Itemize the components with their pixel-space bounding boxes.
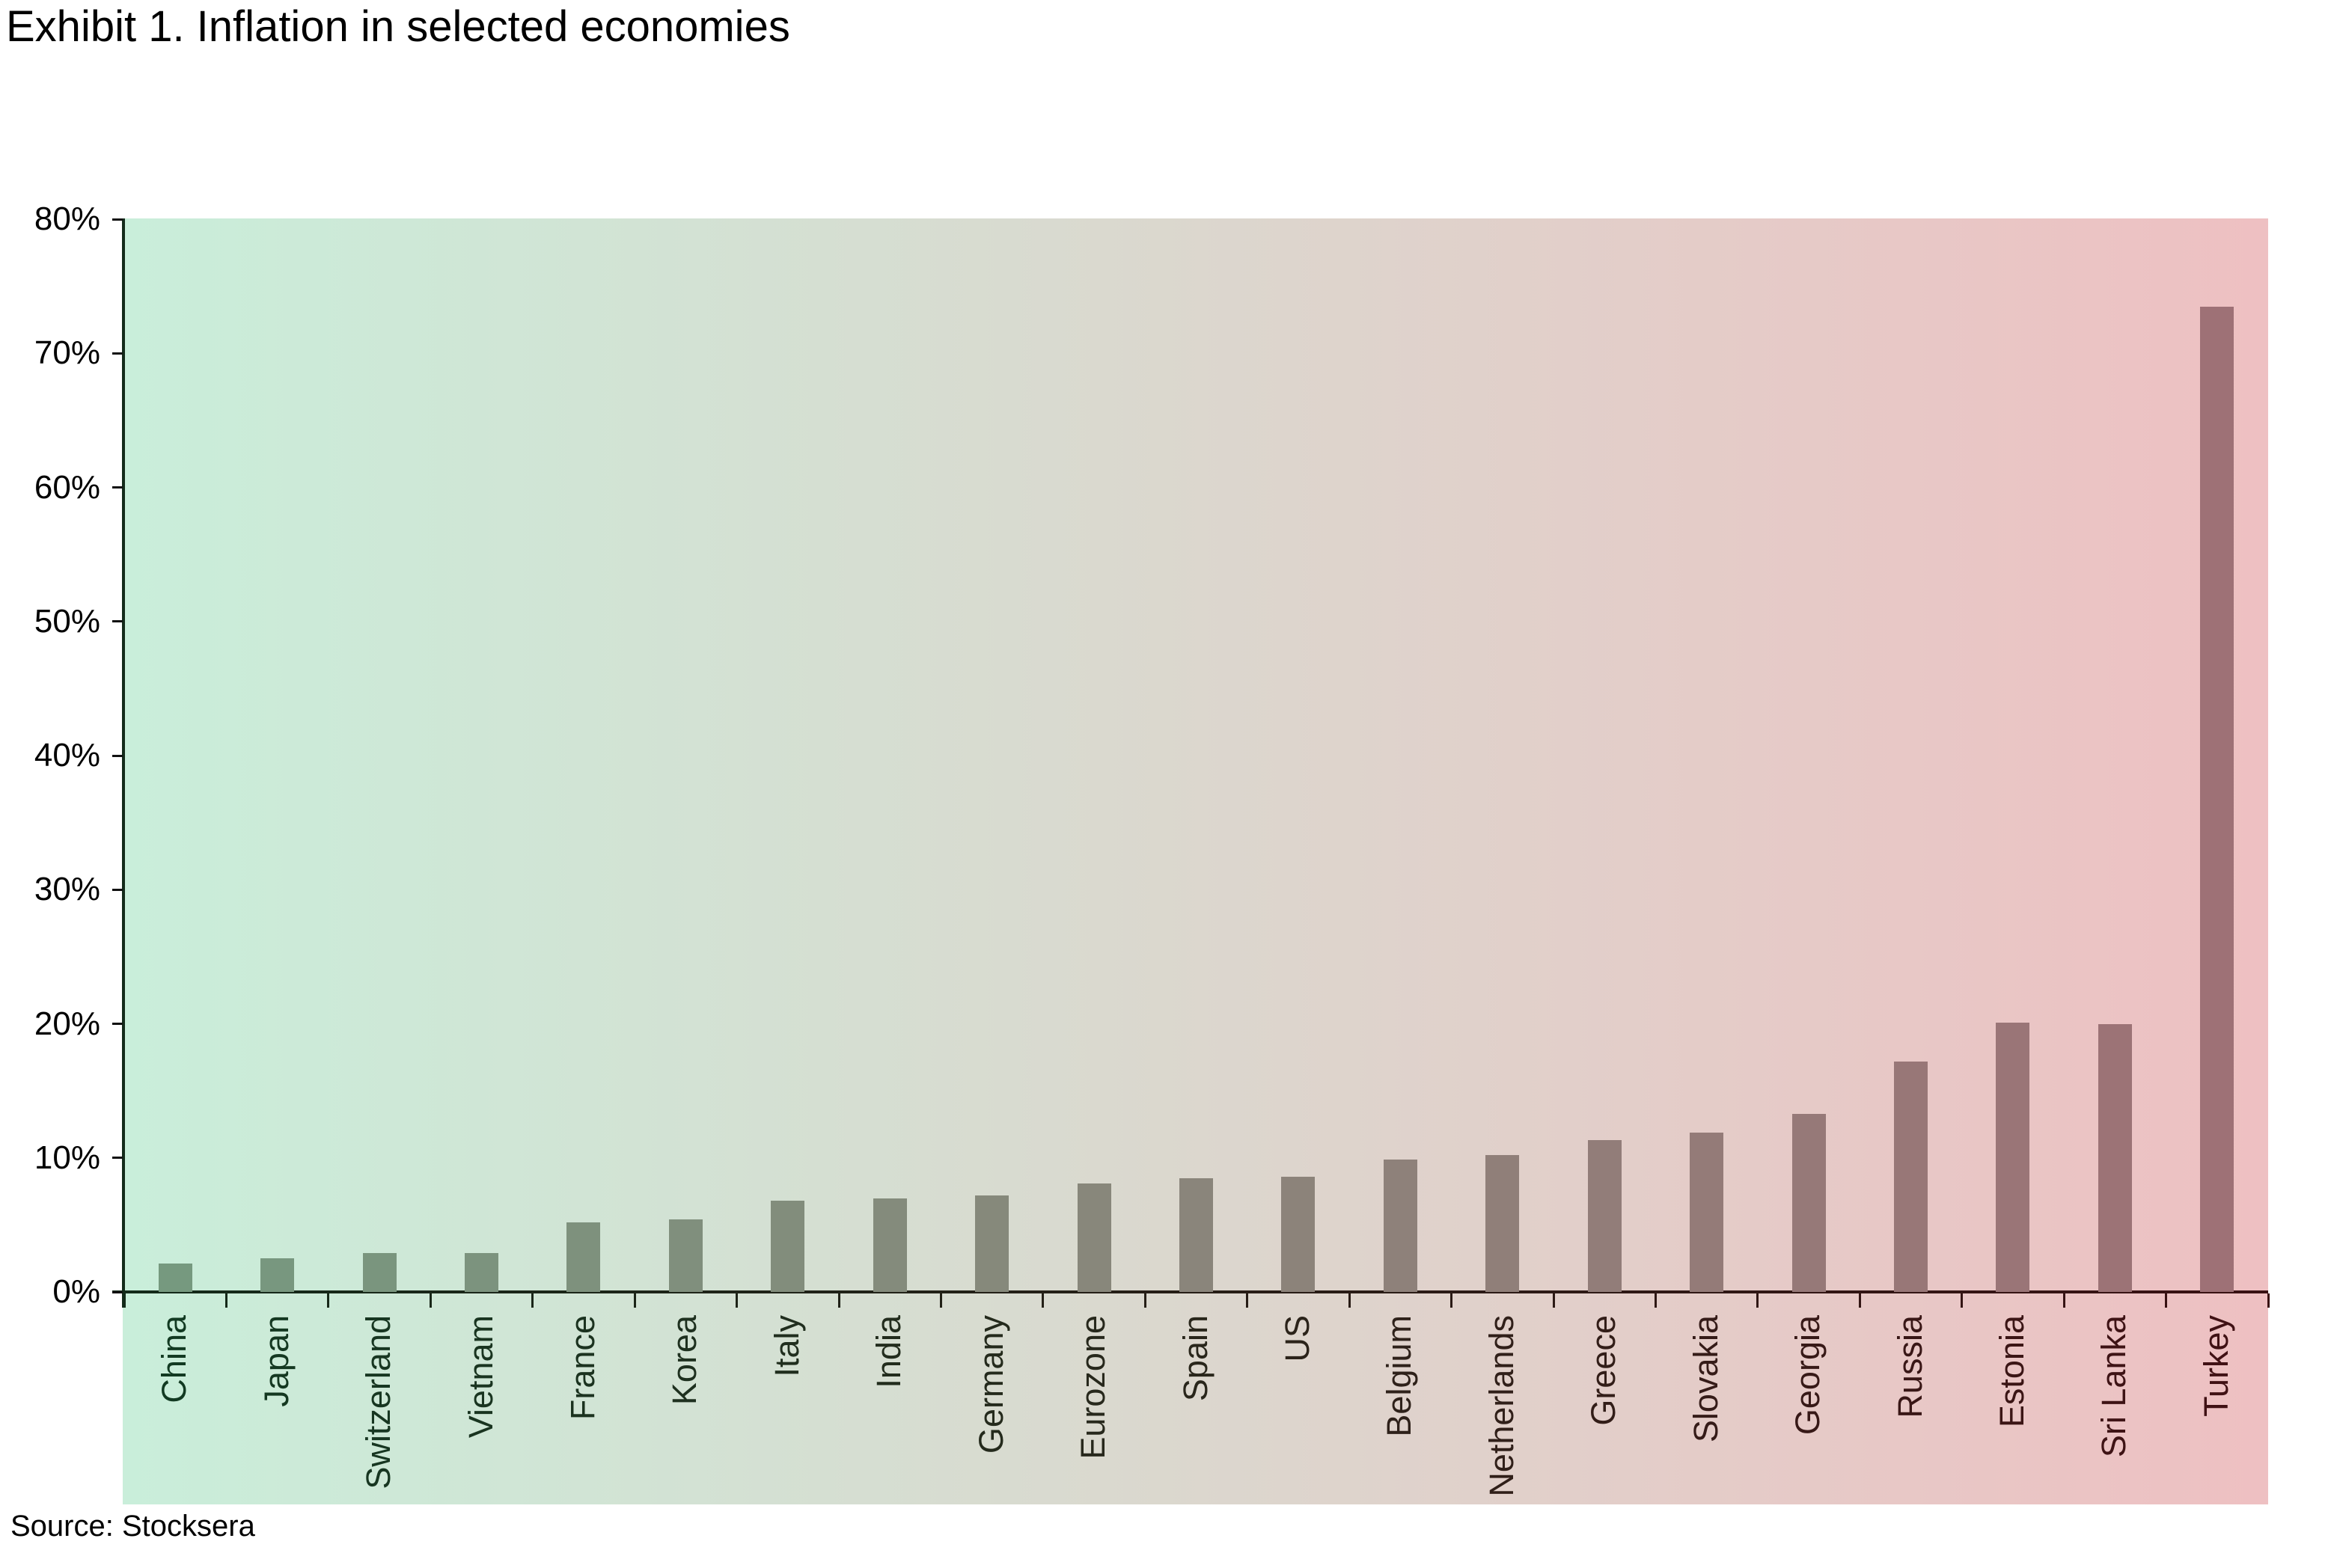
y-tick-label-30: 30%	[34, 871, 100, 908]
x-tick-3	[429, 1293, 432, 1308]
x-tick-20	[2165, 1293, 2168, 1308]
bar-italy	[771, 1201, 805, 1292]
x-label-vietnam: Vietnam	[461, 1315, 500, 1439]
y-tick-label-20: 20%	[34, 1005, 100, 1042]
y-tick-80	[112, 218, 123, 221]
x-tick-6	[736, 1293, 739, 1308]
x-tick-21	[2267, 1293, 2270, 1308]
y-tick-40	[112, 754, 123, 757]
x-label-india: India	[870, 1315, 908, 1388]
x-tick-17	[1858, 1293, 1861, 1308]
y-axis-line	[122, 218, 125, 1308]
bar-spain	[1179, 1177, 1213, 1292]
bars-layer	[124, 219, 2268, 1292]
bar-estonia	[1996, 1022, 2030, 1292]
x-label-georgia: Georgia	[1788, 1315, 1827, 1436]
x-label-japan: Japan	[257, 1315, 296, 1407]
y-tick-60	[112, 486, 123, 489]
x-tick-16	[1756, 1293, 1759, 1308]
bar-china	[158, 1264, 192, 1292]
bar-korea	[668, 1219, 703, 1292]
x-label-france: France	[563, 1315, 602, 1421]
x-label-spain: Spain	[1176, 1315, 1215, 1402]
y-tick-20	[112, 1023, 123, 1025]
bar-france	[566, 1222, 601, 1292]
x-label-greece: Greece	[1584, 1315, 1623, 1426]
bar-belgium	[1383, 1159, 1417, 1292]
x-label-sri-lanka: Sri Lanka	[2095, 1315, 2133, 1458]
bar-sri-lanka	[2098, 1023, 2132, 1292]
y-tick-50	[112, 620, 123, 623]
bar-india	[873, 1198, 907, 1292]
y-tick-70	[112, 352, 123, 355]
x-tick-12	[1348, 1293, 1351, 1308]
y-tick-label-0: 0%	[52, 1273, 100, 1310]
bar-netherlands	[1485, 1155, 1520, 1292]
y-tick-label-40: 40%	[34, 737, 100, 774]
y-tick-0	[112, 1290, 123, 1293]
y-tick-30	[112, 888, 123, 891]
x-label-switzerland: Switzerland	[359, 1315, 398, 1489]
y-tick-label-60: 60%	[34, 468, 100, 506]
bar-vietnam	[465, 1253, 498, 1292]
x-tick-0	[123, 1293, 126, 1308]
x-tick-11	[1246, 1293, 1249, 1308]
bar-georgia	[1791, 1113, 1826, 1292]
x-label-italy: Italy	[767, 1315, 806, 1377]
chart-title: Exhibit 1. Inflation in selected economi…	[6, 2, 790, 51]
x-label-belgium: Belgium	[1380, 1315, 1419, 1437]
bar-japan	[260, 1258, 295, 1292]
x-tick-19	[2062, 1293, 2065, 1308]
bar-slovakia	[1690, 1132, 1724, 1292]
y-tick-label-70: 70%	[34, 334, 100, 372]
bar-eurozone	[1077, 1183, 1111, 1292]
x-tick-7	[837, 1293, 840, 1308]
x-tick-4	[531, 1293, 534, 1308]
x-axis-line	[112, 1290, 2268, 1293]
source-note: Source: Stocksera	[10, 1510, 255, 1543]
y-tick-10	[112, 1157, 123, 1160]
y-tick-label-10: 10%	[34, 1139, 100, 1176]
x-label-china: China	[155, 1315, 194, 1403]
bar-greece	[1587, 1140, 1622, 1292]
bar-turkey	[2200, 306, 2234, 1292]
x-label-slovakia: Slovakia	[1686, 1315, 1725, 1443]
x-tick-18	[1961, 1293, 1964, 1308]
x-label-us: US	[1277, 1315, 1316, 1362]
x-label-germany: Germany	[971, 1315, 1010, 1454]
x-tick-1	[224, 1293, 227, 1308]
bar-germany	[975, 1195, 1009, 1292]
bar-switzerland	[362, 1253, 397, 1292]
x-label-turkey: Turkey	[2196, 1315, 2235, 1417]
x-tick-15	[1654, 1293, 1657, 1308]
y-tick-label-80: 80%	[34, 200, 100, 237]
x-tick-5	[633, 1293, 636, 1308]
x-tick-8	[939, 1293, 942, 1308]
bar-russia	[1894, 1061, 1928, 1292]
x-label-russia: Russia	[1890, 1315, 1929, 1418]
x-label-korea: Korea	[665, 1315, 704, 1406]
x-label-eurozone: Eurozone	[1074, 1315, 1113, 1460]
x-label-netherlands: Netherlands	[1482, 1315, 1521, 1497]
x-tick-9	[1042, 1293, 1045, 1308]
x-tick-10	[1143, 1293, 1146, 1308]
bar-us	[1281, 1176, 1316, 1292]
x-label-estonia: Estonia	[1992, 1315, 2031, 1428]
x-tick-13	[1450, 1293, 1453, 1308]
y-tick-label-50: 50%	[34, 602, 100, 640]
x-tick-14	[1552, 1293, 1555, 1308]
x-tick-2	[327, 1293, 330, 1308]
